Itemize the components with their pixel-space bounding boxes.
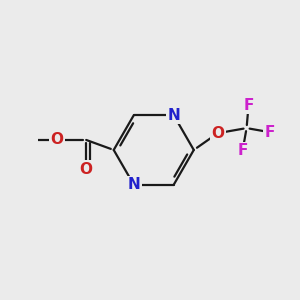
Text: O: O [50, 133, 64, 148]
Text: N: N [128, 177, 140, 192]
Text: F: F [237, 143, 248, 158]
Text: O: O [211, 126, 224, 141]
Text: F: F [264, 124, 274, 140]
Text: F: F [243, 98, 254, 112]
Text: O: O [80, 162, 93, 177]
Text: N: N [167, 108, 180, 123]
